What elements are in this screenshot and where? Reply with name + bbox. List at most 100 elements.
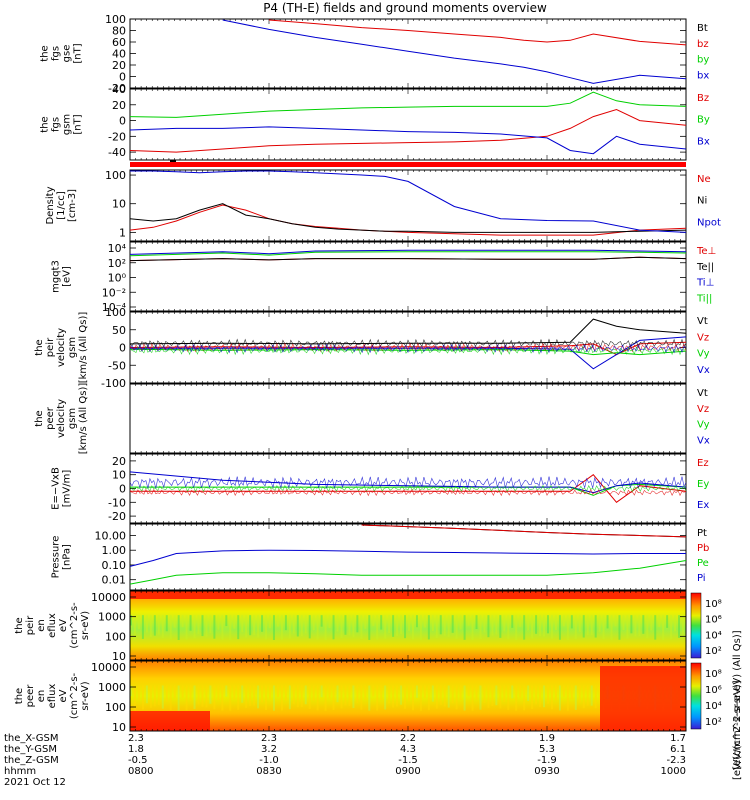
legend-entry: by [697,55,709,66]
spectrogram-texture [408,685,410,702]
spectrogram-texture [332,615,335,640]
spectrogram-texture [535,615,538,634]
spectrogram-texture [245,685,248,709]
spectrogram-texture [550,685,553,710]
y-tick-label: 100 [105,13,126,26]
spectrogram-texture [312,615,315,631]
spectrogram-texture [423,685,426,698]
spectrogram-texture [221,685,224,711]
colorbar-tick-label: 10⁶ [705,685,722,696]
spectrogram-texture [475,685,478,700]
x-axis-value: 0800 [128,766,153,777]
y-axis-label: gsm [62,114,73,135]
spectrogram-texture [678,615,681,638]
y-tick-label: 10 [112,198,126,211]
y-tick-label: 20 [112,59,126,72]
y-tick-label: 1000 [98,611,126,624]
series-noise [129,476,687,489]
x-axis-value: 2.3 [128,733,144,744]
spectrogram-texture [570,615,573,629]
spectrogram-texture [316,685,319,711]
spectrogram-texture [380,615,383,630]
y-axis-label: velocity [56,328,67,367]
spectrogram-texture [411,685,414,711]
series-noise [129,484,687,493]
legend-entry: Ez [697,458,709,469]
series-line [129,108,687,153]
series-line [361,524,687,538]
spectrogram-texture [380,685,383,701]
spectrogram-texture [519,685,522,698]
spectrogram-texture [479,615,482,639]
spectrogram-texture [145,685,148,704]
spectrogram-texture [606,615,609,629]
spectrogram-texture [463,615,466,640]
spectrogram-texture [503,615,506,632]
x-axis-value: 6.1 [670,744,686,755]
y-tick-label: 0.10 [102,559,127,572]
legend-entry: Vx [697,435,710,446]
spectrogram-texture [233,615,236,629]
x-axis-value: -2.3 [666,755,686,766]
spectrogram-texture [261,685,264,703]
spectrogram-texture [459,685,462,700]
legend-entry: bz [697,39,709,50]
y-axis-label: [km/s (All Qs)] [78,312,89,384]
panel-peir_velocity: 100 50 0 -50 -100 the peir velocity gsm [km/s (Al… [34,306,710,390]
spectrogram-texture [237,615,240,640]
spectrogram-texture [269,615,271,629]
spectrogram-texture [642,615,645,634]
spectrogram-texture [439,615,442,635]
spectrogram-texture [527,615,530,631]
spectrogram-texture [276,615,279,627]
y-axis-label: Density [45,186,56,224]
spectrogram-texture [272,685,275,711]
y-tick-label: -10 [108,496,126,509]
spectrogram-texture [419,615,422,640]
y-axis-label: [eV] [62,266,73,287]
y-axis-label: sr-eV) [80,611,91,640]
spectrogram-texture [368,615,371,640]
spectrogram-texture [638,615,641,637]
spectrogram-texture [356,615,359,633]
spectrogram-texture [280,615,283,640]
colorbar-tick-label: 10² [705,717,722,728]
spectrogram-texture [459,615,462,630]
spectrogram-texture [229,615,232,640]
spectrogram-texture [539,685,542,707]
figure-title: P4 (TH-E) fields and ground moments over… [263,1,547,15]
panel-peer_velocity: the peer velocity gsm [km/s (All Qs)] Vt Vz Vy V… [34,383,710,455]
spectrogram-texture [217,615,220,630]
spectrogram-texture [674,615,677,632]
spectrogram-texture [487,615,490,638]
spectrogram-texture [336,615,339,632]
spectrogram-texture [447,615,450,637]
spectrogram-texture [400,685,403,705]
spectrogram-texture [133,685,136,711]
y-axis-label: [1/cc] [56,191,67,220]
y-axis-label: (cm^2-s- [69,672,80,719]
spectrogram-texture [499,615,502,638]
spectrogram-texture [415,615,418,628]
colorbar-tick-label: 10² [705,646,722,657]
spectrogram-texture [558,615,561,640]
colorbar-tick-label: 10⁸ [705,599,722,610]
spectrogram-texture [646,615,649,639]
x-axis-value: 3.2 [261,744,277,755]
series-line [130,474,687,503]
spectrogram-texture [582,685,585,709]
panel-peer_spectrogram: 10⁸ 10⁶ 10⁴ 10² 10000 1000 100 10 the peer en eflux… [14,660,722,734]
spectrogram-texture [149,615,152,638]
x-axis-value: 1.7 [670,733,686,744]
spectrogram-texture [165,685,168,702]
spectrogram-texture [300,685,303,707]
legend-entry: Pt [697,528,707,539]
y-axis-label: peir [25,615,36,635]
y-tick-label: 1.00 [102,544,127,557]
spectrogram-texture [177,685,180,711]
spectrogram-texture [225,685,228,697]
spectrogram-texture [360,615,363,640]
spectrogram-texture [499,685,502,709]
legend-entry: Npot [697,217,721,228]
